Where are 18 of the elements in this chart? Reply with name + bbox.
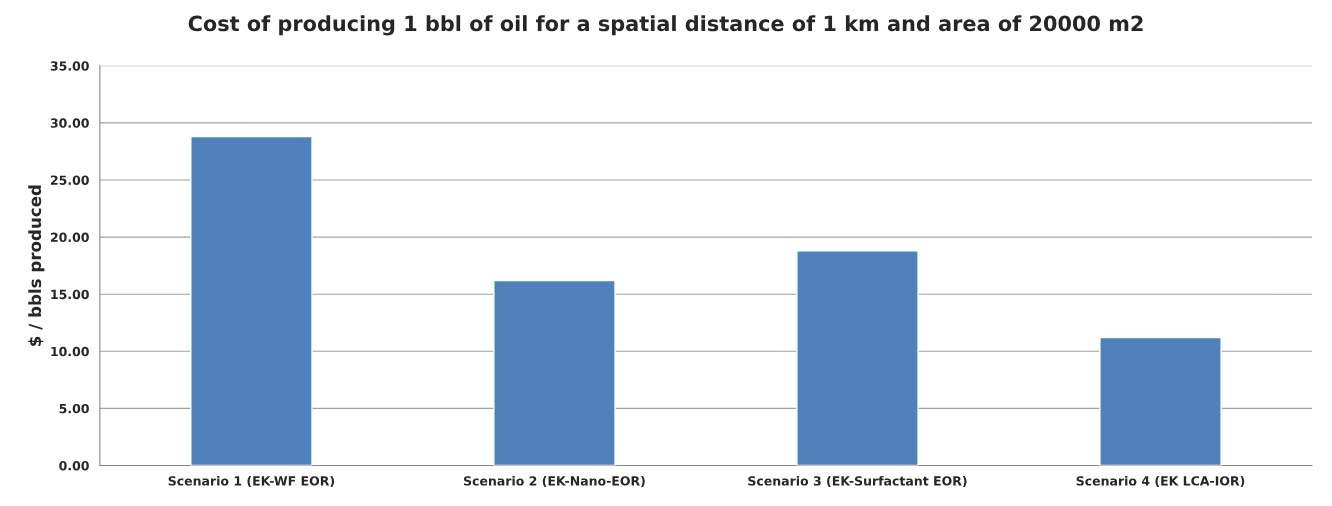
- y-axis-title: $ / bbls produced: [28, 185, 45, 346]
- y-tick-label: 35.00: [50, 61, 89, 71]
- y-tick-label: 25.00: [50, 175, 89, 185]
- bar: [796, 250, 919, 466]
- y-tick-label: 10.00: [51, 346, 89, 357]
- bar: [190, 135, 313, 466]
- x-tick-label: Scenario 2 (EK-Nano-EOR): [463, 475, 645, 488]
- y-tick-label: 30.00: [50, 118, 89, 128]
- x-tick-label: Scenario 4 (EK LCA-IOR): [1076, 475, 1245, 488]
- y-tick-label: 20.00: [50, 232, 89, 243]
- chart-title: Cost of producing 1 bbl of oil for a spatial distance of 1 km and area of 20000 m2: [188, 15, 1143, 36]
- bar: [493, 279, 616, 466]
- y-tick-label: 15.00: [51, 289, 89, 300]
- x-tick-label: Scenario 3 (EK-Surfactant EOR): [748, 475, 967, 488]
- bar: [1099, 336, 1222, 466]
- y-tick-label: 5.00: [59, 403, 89, 414]
- y-tick-label: 0.00: [59, 460, 89, 471]
- x-tick-label: Scenario 1 (EK-WF EOR): [168, 475, 334, 488]
